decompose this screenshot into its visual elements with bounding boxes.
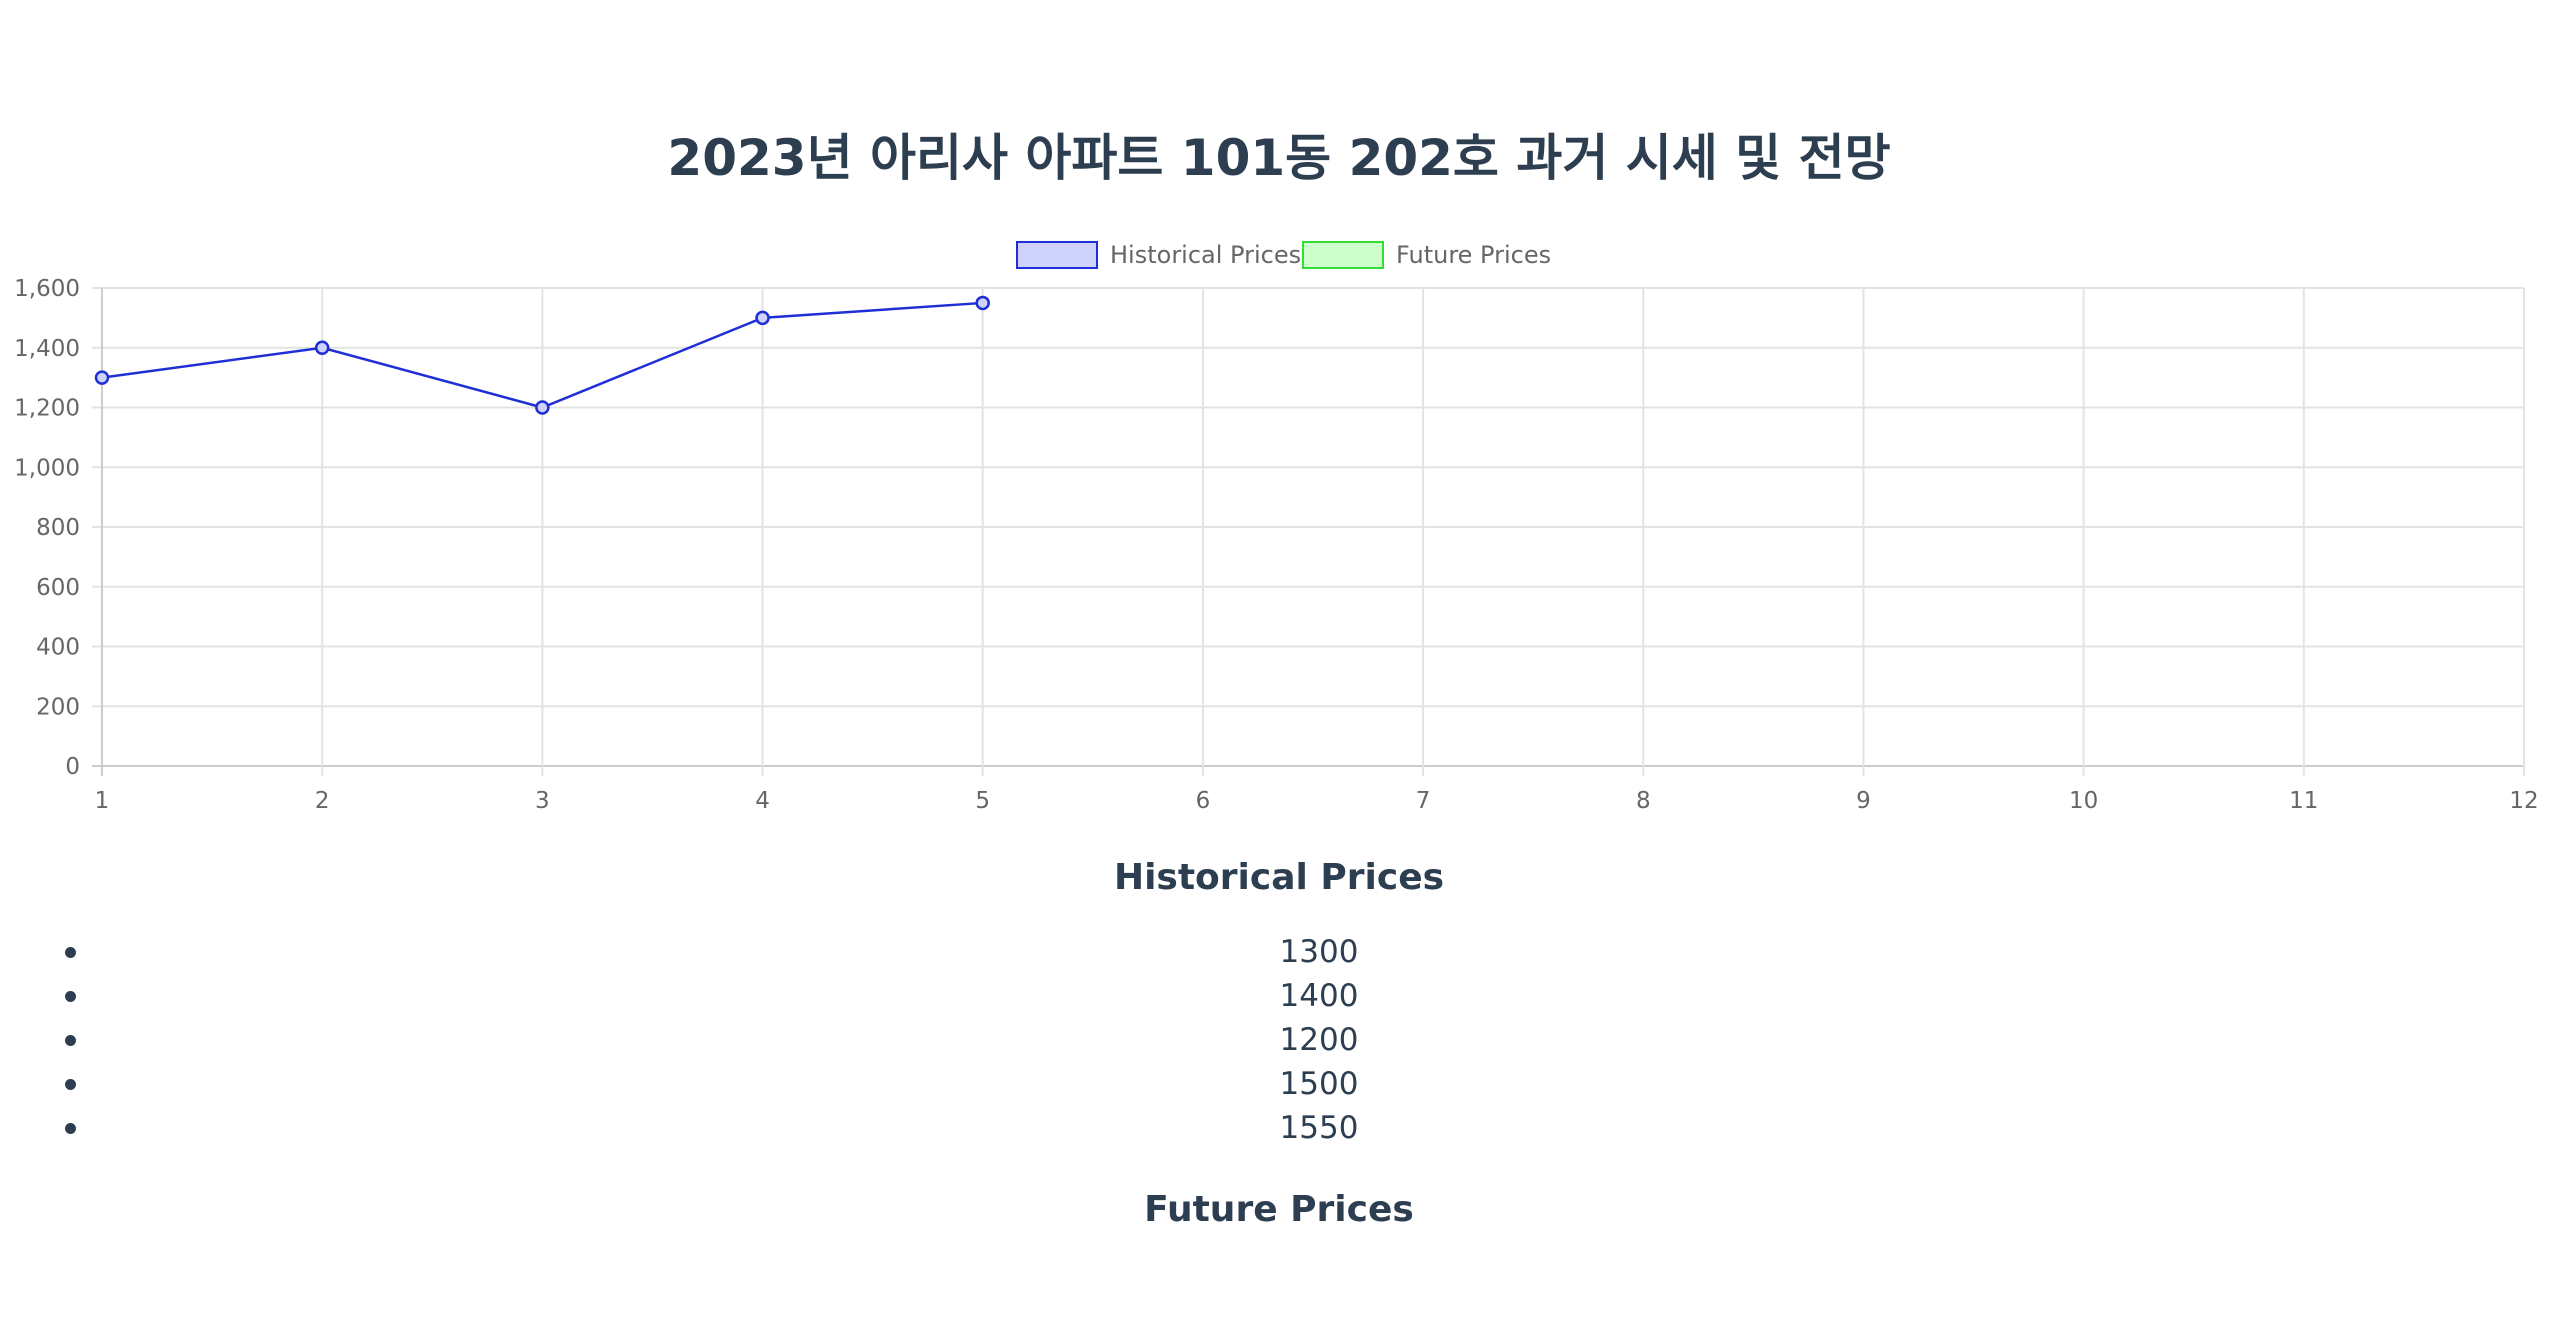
data-point (94, 370, 110, 385)
bullet-icon (65, 1035, 76, 1046)
y-tick-label: 0 (65, 754, 80, 780)
x-tick-label: 9 (1856, 788, 1871, 814)
price-value: 1550 (1279, 1110, 1359, 1146)
x-tick-label: 5 (975, 788, 990, 814)
x-tick-label: 11 (2289, 788, 2318, 814)
x-tick-label: 2 (315, 788, 330, 814)
y-tick-label: 1,200 (14, 396, 80, 422)
page-title: 2023년 아리사 아파트 101동 202호 과거 시세 및 전망 (667, 129, 1891, 187)
price-value: 1300 (1279, 934, 1359, 970)
legend-swatch (1302, 241, 1384, 269)
list-item: 1300 (0, 930, 2558, 974)
x-tick-label: 7 (1416, 788, 1431, 814)
x-tick-label: 1 (95, 788, 110, 814)
data-point (535, 400, 550, 415)
y-tick-label: 1,600 (14, 276, 80, 302)
x-tick-label: 3 (535, 788, 550, 814)
price-value: 1200 (1279, 1022, 1359, 1058)
bullet-icon (65, 1123, 76, 1134)
data-point (755, 310, 770, 326)
y-tick-label: 1,000 (14, 455, 80, 481)
legend-label: Future Prices (1396, 241, 1551, 269)
legend-swatch (1016, 241, 1098, 269)
bullet-icon (65, 1079, 76, 1090)
historical-prices-heading: Historical Prices (1113, 857, 1445, 898)
data-point (975, 295, 990, 311)
bullet-icon (65, 991, 76, 1002)
x-tick-label: 8 (1636, 788, 1651, 814)
x-tick-label: 10 (2069, 788, 2098, 814)
future-prices-heading: Future Prices (1144, 1189, 1414, 1230)
y-tick-label: 1,400 (14, 336, 80, 362)
x-tick-label: 4 (755, 788, 770, 814)
y-tick-label: 600 (36, 575, 80, 601)
x-tick-label: 6 (1196, 788, 1211, 814)
list-item: 1400 (0, 974, 2558, 1018)
list-item: 1550 (0, 1106, 2558, 1150)
price-value: 1400 (1279, 978, 1359, 1014)
bullet-icon (65, 947, 76, 958)
y-tick-label: 400 (36, 635, 80, 661)
data-point (314, 340, 330, 355)
y-tick-label: 200 (36, 694, 80, 720)
legend-label: Historical Prices (1110, 241, 1301, 269)
x-tick-label: 12 (2509, 788, 2538, 814)
historical-prices-list: 1300 1400 1200 1500 1550 (0, 930, 2558, 1150)
list-item: 1500 (0, 1062, 2558, 1106)
list-item: 1200 (0, 1018, 2558, 1062)
y-tick-label: 800 (36, 515, 80, 541)
price-value: 1500 (1279, 1066, 1359, 1102)
